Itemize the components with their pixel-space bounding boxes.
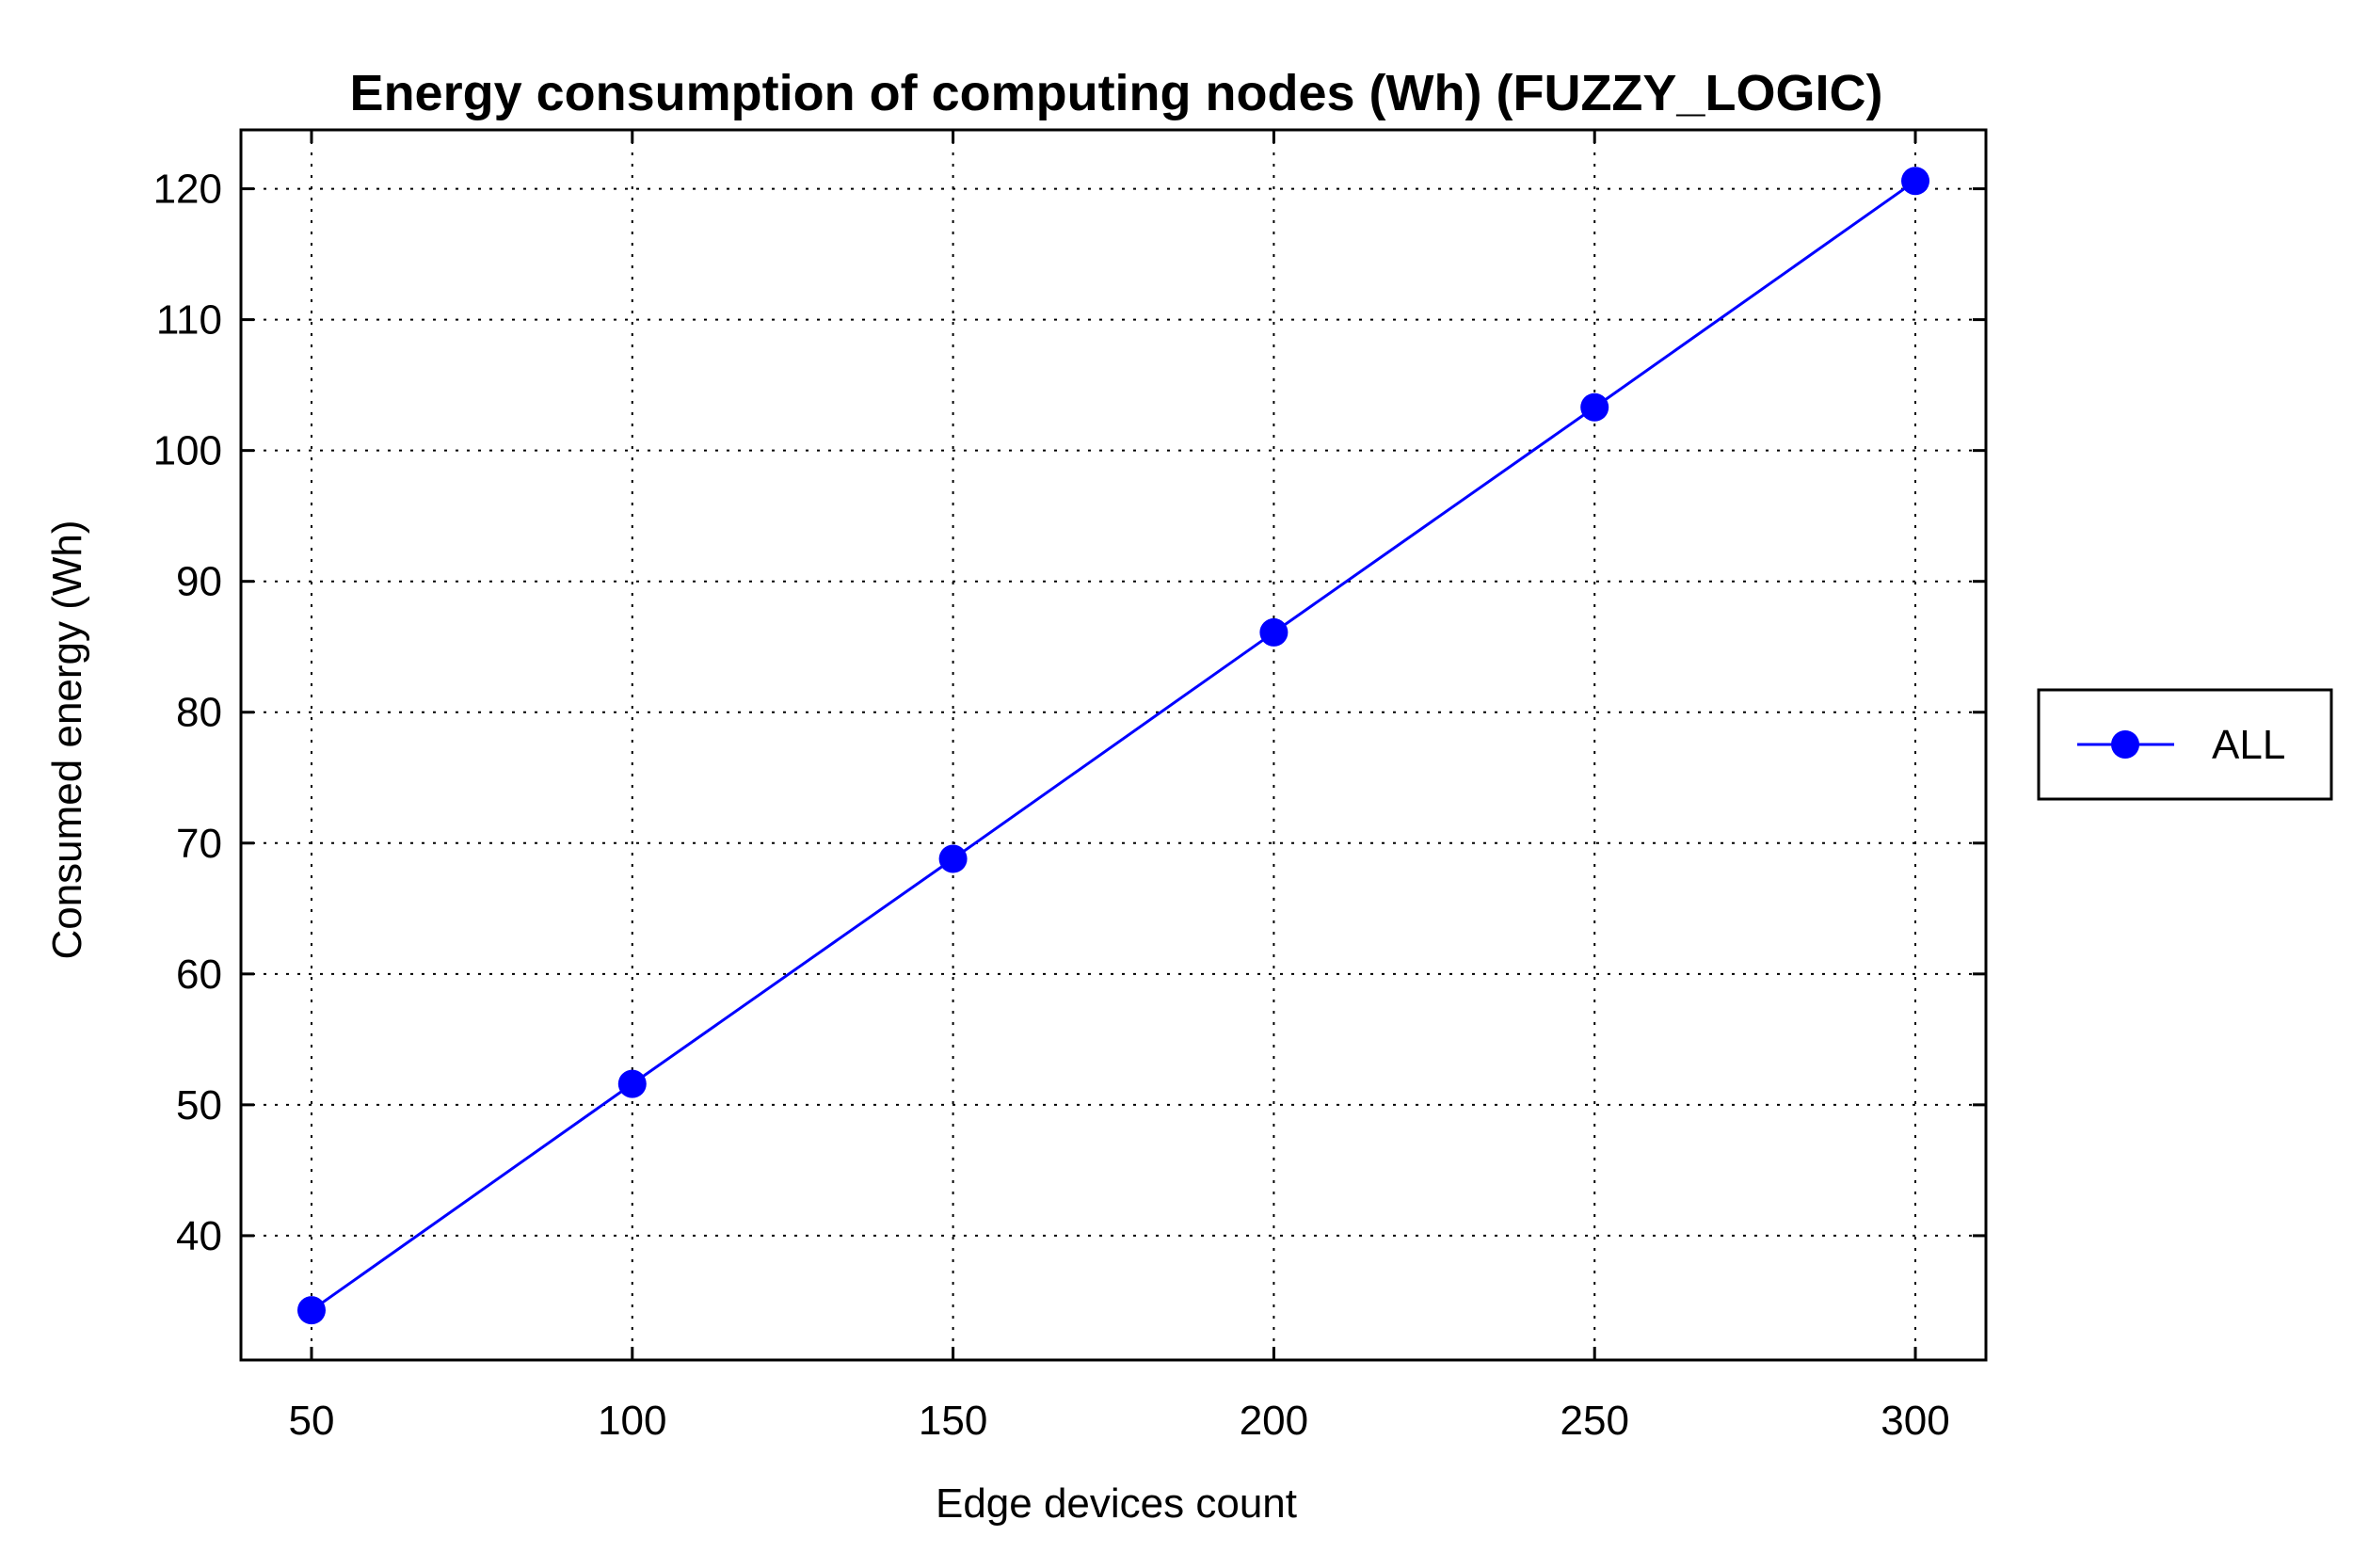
y-tick-label: 80 — [176, 690, 222, 736]
series-line — [311, 180, 1916, 1312]
legend: ALL — [2037, 688, 2333, 801]
legend-label: ALL — [2212, 722, 2285, 768]
legend-marker — [2111, 730, 2139, 759]
data-point — [1580, 392, 1609, 422]
y-tick-label: 100 — [153, 428, 222, 474]
data-point — [938, 844, 968, 873]
data-point — [296, 1296, 326, 1325]
x-tick-label: 250 — [1561, 1398, 1629, 1444]
y-tick-label: 70 — [176, 821, 222, 867]
x-tick-label: 300 — [1881, 1398, 1949, 1444]
y-tick-label: 60 — [176, 952, 222, 998]
plot-area — [239, 128, 1988, 1362]
y-tick-label: 90 — [176, 559, 222, 605]
y-axis: 40 50 60 70 80 90 100 110 120 — [153, 167, 1986, 1259]
chart-title: Energy consumption of computing nodes (W… — [350, 65, 1883, 121]
x-axis: 50 100 150 200 250 300 — [289, 130, 1950, 1444]
data-point — [617, 1069, 647, 1098]
y-tick-label: 120 — [153, 167, 222, 213]
grid-lines — [241, 130, 1986, 1360]
series-group — [296, 167, 1930, 1325]
y-tick-label: 50 — [176, 1082, 222, 1128]
x-tick-label: 100 — [598, 1398, 666, 1444]
y-tick-label: 40 — [176, 1213, 222, 1259]
y-tick-label: 110 — [156, 297, 222, 344]
x-tick-label: 200 — [1240, 1398, 1308, 1444]
x-tick-label: 150 — [919, 1398, 987, 1444]
x-tick-label: 50 — [289, 1398, 335, 1444]
y-axis-label: Consumed energy (Wh) — [44, 520, 90, 959]
x-axis-label: Edge devices count — [936, 1480, 1297, 1527]
data-point — [1259, 617, 1289, 647]
plot-frame — [239, 128, 1988, 1362]
data-point — [1901, 167, 1930, 196]
